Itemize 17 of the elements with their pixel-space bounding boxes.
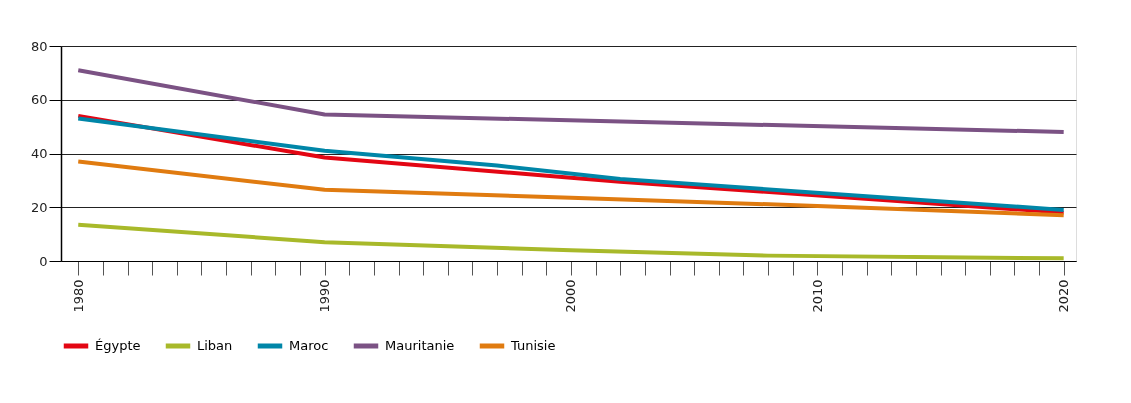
x-tick-label: 2010 xyxy=(809,279,825,313)
y-tick-label: 20 xyxy=(30,199,48,215)
y-tick-label: 40 xyxy=(30,146,48,161)
line-series xyxy=(76,159,1066,218)
legend-label: Égypte xyxy=(95,338,141,353)
x-tick-label: 1980 xyxy=(70,279,86,313)
x-tick-label: 2020 xyxy=(1056,279,1072,313)
line-series xyxy=(76,222,1066,261)
x-tick-label: 1990 xyxy=(317,279,333,313)
y-tick-label: 80 xyxy=(30,38,48,54)
legend-label: Maroc xyxy=(289,338,329,353)
y-tick-label: 60 xyxy=(30,92,48,108)
y-tick-label: 0 xyxy=(39,253,48,269)
legend-label: Mauritanie xyxy=(385,338,455,353)
x-tick-label: 2000 xyxy=(563,279,579,313)
legend-label: Tunisie xyxy=(510,338,556,353)
legend-label: Liban xyxy=(197,338,233,353)
